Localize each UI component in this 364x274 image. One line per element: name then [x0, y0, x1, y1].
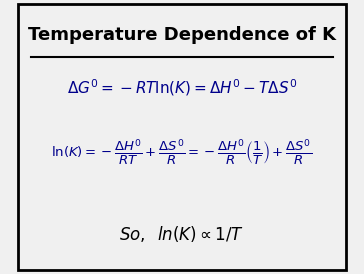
FancyBboxPatch shape	[18, 4, 346, 270]
Text: $\ln(K) = -\dfrac{\Delta H^{0}}{RT} + \dfrac{\Delta S^{0}}{R} = -\dfrac{\Delta H: $\ln(K) = -\dfrac{\Delta H^{0}}{RT} + \d…	[51, 137, 313, 167]
Text: $\bf{\mathit{So,\;\; ln(K) \propto 1/T}}$: $\bf{\mathit{So,\;\; ln(K) \propto 1/T}}…	[119, 224, 245, 244]
Text: $\Delta G^{0} = -RT\ln(K) = \Delta H^{0} - T\Delta S^{0}$: $\Delta G^{0} = -RT\ln(K) = \Delta H^{0}…	[67, 77, 297, 98]
Text: Temperature Dependence of K: Temperature Dependence of K	[28, 26, 336, 44]
